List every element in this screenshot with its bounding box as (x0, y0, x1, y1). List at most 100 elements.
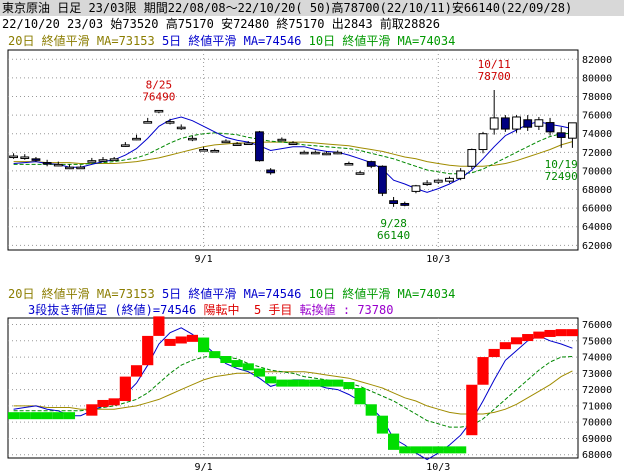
candle-body-up (467, 149, 477, 167)
header-line-2: 22/10/20 23/03 始73520 高75170 安72480 終751… (2, 17, 441, 31)
brick-down (287, 379, 299, 387)
candle-body-up (154, 109, 164, 113)
panel1-y-tick-label: 76000 (582, 111, 612, 122)
panel1-y-tick-label: 66000 (582, 204, 612, 215)
ma5-line (13, 116, 573, 193)
candle-body-down (500, 117, 510, 130)
panel2-x-tick-label: 10/3 (426, 462, 450, 473)
brick-down (198, 337, 210, 353)
candle-body-up (478, 133, 488, 151)
trend-state: 陽転中 (203, 303, 240, 317)
annotation-value: 78700 (478, 70, 511, 83)
brick-up (130, 365, 143, 377)
brick-count: 5 手目 (253, 303, 293, 317)
candle-body-up (188, 137, 197, 141)
candle-body-up (310, 151, 320, 155)
candle-body-up (433, 179, 443, 183)
bottom-legend-ma20: 20日 終値平滑 MA=73153 (8, 287, 155, 301)
candle-body-up (9, 155, 18, 159)
candle-body-up (355, 172, 365, 175)
brick-down (253, 368, 266, 377)
candle-body-up (456, 170, 466, 179)
panel1-y-tick-label: 72000 (582, 148, 612, 159)
annotation-date: 10/11 (478, 58, 511, 71)
panel1-y-tick-label: 82000 (582, 55, 612, 66)
bottom-legend-ma10: 10日 終値平滑 MA=74034 (308, 287, 456, 301)
brick-down (410, 446, 422, 454)
brick-up (108, 398, 120, 406)
brick-up (533, 331, 545, 339)
candle-body-up (53, 163, 63, 167)
top-legend-ma10: 10日 終値平滑 MA=74034 (308, 34, 456, 48)
candle-body-down (523, 119, 533, 128)
panel2-x-tick-label: 9/1 (195, 462, 213, 473)
brick-up (86, 404, 98, 416)
candle-body-up (512, 116, 521, 130)
brick-down (231, 360, 243, 368)
panel2-y-tick-label: 76000 (582, 320, 612, 331)
header-line-1: 東京原油 日足 23/03限 期間22/08/08～22/10/20( 50)高… (2, 1, 573, 15)
candle-body-down (266, 169, 276, 174)
top-legend-ma5: 5日 終値平滑 MA=74546 (161, 34, 302, 48)
panel1-y-tick-label: 68000 (582, 185, 612, 196)
panel1-y-tick-label: 70000 (582, 166, 612, 177)
candle-body-up (87, 160, 97, 163)
brick-down (376, 415, 388, 434)
brick-down (242, 363, 254, 371)
brick-up (544, 329, 556, 337)
brick-down (19, 412, 31, 420)
brick-down (455, 446, 467, 454)
bottom-ma20-line (13, 370, 573, 415)
candle-body-down (255, 131, 264, 162)
brick-down (41, 412, 53, 420)
brick-down (63, 412, 76, 420)
candle-body-up (232, 143, 242, 146)
bottom-legend-ma5: 5日 終値平滑 MA=74546 (161, 287, 302, 301)
panel2-y-tick-label: 71000 (582, 401, 612, 412)
candle-body-up (98, 159, 108, 162)
candle-body-up (422, 182, 432, 186)
candle-body-down (389, 200, 399, 204)
bottom-legend-status: 3段抜き新値足 (終値)=74546 陽転中 5 手目 転換値 : 73780 (28, 302, 393, 318)
candle-body-up (199, 149, 208, 152)
brick-up (566, 329, 578, 337)
panel2-y-tick-label: 73000 (582, 369, 612, 380)
chart-header-summary: 東京原油 日足 23/03限 期間22/08/08～22/10/20( 50)高… (0, 0, 624, 16)
panel1-x-tick-label: 9/1 (195, 254, 213, 265)
brick-up (522, 334, 534, 342)
annotation-value: 72490 (545, 170, 578, 183)
panel2-plot-frame (7, 317, 579, 459)
brick-down (354, 388, 366, 405)
candle-body-up (445, 177, 454, 182)
candle-body-up (299, 151, 309, 155)
candle-body-up (143, 121, 153, 124)
candle-body-down (42, 162, 52, 165)
bottom-ma10-line (13, 354, 573, 428)
brick-down (399, 446, 411, 454)
panel1-y-tick-label: 80000 (582, 73, 612, 84)
brick-up (97, 399, 109, 407)
brick-down (421, 446, 433, 454)
brick-up (186, 334, 198, 342)
top-legend: 20日 終値平滑 MA=73153 5日 終値平滑 MA=74546 10日 終… (8, 33, 455, 49)
brick-up (499, 342, 511, 350)
candle-body-down (366, 161, 376, 167)
brick-down (276, 379, 288, 387)
brick-up (142, 335, 154, 366)
brick-down (8, 412, 20, 420)
panel1-y-tick-label: 78000 (582, 92, 612, 103)
top-legend-ma20: 20日 終値平滑 MA=73153 (8, 34, 155, 48)
panel2-y-tick-label: 74000 (582, 353, 612, 364)
candle-body-up (344, 162, 354, 166)
candle-body-up (277, 138, 287, 142)
candle-body-up (221, 140, 231, 144)
candle-body-up (568, 122, 577, 139)
annotation-date: 10/19 (545, 158, 578, 171)
panel2-y-tick-label: 72000 (582, 385, 612, 396)
candle-body-up (210, 149, 220, 153)
brick-down (365, 404, 377, 416)
panel2-y-tick-label: 70000 (582, 418, 612, 429)
brick-down (265, 376, 277, 384)
panel1-y-tick-label: 62000 (582, 241, 612, 252)
annotation-date: 8/25 (146, 79, 173, 92)
